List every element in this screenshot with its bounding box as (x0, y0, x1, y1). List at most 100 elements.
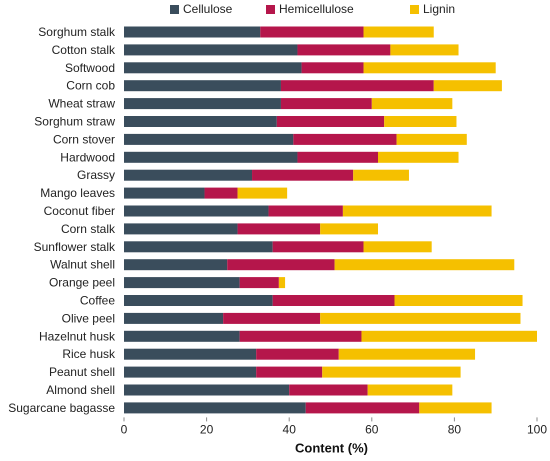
bar-segment-hemicellulose (289, 384, 368, 396)
bar-segment-cellulose (124, 44, 298, 56)
bar-segment-cellulose (124, 133, 294, 145)
bar-segment-hemicellulose (305, 402, 420, 414)
bar-segment-lignin (384, 116, 457, 127)
bar-segment-lignin (322, 366, 461, 378)
bar-segment-cellulose (124, 312, 224, 324)
category-label: Hazelnut husk (39, 329, 116, 343)
bar-segment-lignin (371, 98, 453, 110)
category-label: Mango leaves (40, 186, 115, 200)
x-tick-label: 60 (365, 422, 379, 436)
bar-segment-cellulose (124, 277, 240, 289)
bar-segment-lignin (320, 312, 521, 324)
category-label: Wheat straw (48, 97, 115, 111)
legend-label-lignin: Lignin (423, 2, 455, 16)
legend-swatch-hemicellulose (266, 5, 275, 14)
category-label: Sorghum straw (34, 115, 115, 129)
category-label: Hardwood (60, 150, 115, 164)
x-axis-title: Content (%) (295, 440, 368, 455)
x-tick-label: 80 (448, 422, 462, 436)
bar-segment-cellulose (124, 330, 240, 342)
bar-segment-cellulose (124, 366, 257, 378)
bars (124, 26, 537, 414)
bar-segment-cellulose (124, 241, 273, 253)
bar-segment-hemicellulose (237, 223, 321, 235)
bar-segment-hemicellulose (260, 26, 364, 38)
category-label: Coffee (80, 294, 115, 308)
bar-segment-hemicellulose (256, 348, 339, 360)
bar-segment-hemicellulose (280, 98, 372, 110)
category-label: Corn stalk (61, 222, 116, 236)
bar-segment-lignin (396, 133, 467, 145)
x-tick-label: 0 (121, 422, 128, 436)
bar-segment-lignin (334, 259, 515, 271)
category-label: Sunflower stalk (34, 240, 116, 254)
bar-segment-lignin (363, 26, 434, 38)
bar-segment-hemicellulose (301, 62, 364, 74)
bar-segment-lignin (237, 187, 288, 199)
category-label: Walnut shell (50, 258, 115, 272)
bar-segment-lignin (363, 62, 496, 74)
bar-segment-hemicellulose (272, 295, 395, 306)
category-label: Olive peel (62, 311, 115, 325)
bar-segment-hemicellulose (252, 169, 354, 181)
bar-segment-lignin (394, 295, 523, 306)
legend-swatch-cellulose (170, 5, 179, 14)
category-label: Rice husk (62, 347, 116, 361)
bar-segment-hemicellulose (280, 80, 434, 92)
x-tick-label: 20 (200, 422, 214, 436)
category-label: Peanut shell (49, 365, 115, 379)
category-labels: Sorghum stalk Cotton stalk Softwood Corn co… (8, 25, 116, 415)
bar-segment-hemicellulose (272, 241, 364, 253)
bar-segment-cellulose (124, 80, 281, 92)
bar-segment-lignin (363, 241, 432, 253)
category-label: Grassy (77, 168, 115, 182)
bar-segment-cellulose (124, 62, 302, 74)
category-label: Sugarcane bagasse (8, 401, 115, 415)
bar-segment-lignin (419, 402, 492, 414)
bar-segment-hemicellulose (293, 133, 397, 145)
x-tick-label: 100 (527, 422, 547, 436)
category-label: Corn cob (66, 79, 115, 93)
bar-segment-hemicellulose (297, 151, 378, 163)
bar-segment-lignin (377, 151, 459, 163)
x-axis: 0 20 40 60 80 100 (121, 417, 547, 436)
bar-segment-lignin (320, 223, 378, 235)
bar-segment-hemicellulose (268, 205, 343, 217)
bar-segment-cellulose (124, 295, 273, 306)
bar-segment-lignin (433, 80, 502, 92)
x-tick-label: 40 (283, 422, 297, 436)
category-label: Orange peel (49, 276, 115, 290)
legend-swatch-lignin (410, 5, 419, 14)
bar-segment-lignin (390, 44, 459, 56)
bar-segment-cellulose (124, 151, 298, 163)
bar-segment-cellulose (124, 259, 228, 271)
bar-segment-lignin (353, 169, 409, 181)
bar-segment-lignin (342, 205, 492, 217)
bar-segment-hemicellulose (297, 44, 391, 56)
bar-segment-cellulose (124, 187, 205, 199)
category-label: Cotton stalk (52, 43, 116, 57)
bar-segment-cellulose (124, 169, 253, 181)
bar-segment-hemicellulose (276, 116, 385, 127)
bar-segment-hemicellulose (204, 187, 238, 199)
bar-segment-hemicellulose (227, 259, 335, 271)
bar-segment-cellulose (124, 384, 290, 396)
bar-segment-lignin (361, 330, 537, 342)
bar-segment-lignin (338, 348, 476, 360)
bar-segment-lignin (367, 384, 453, 396)
category-label: Softwood (65, 61, 115, 75)
bar-segment-cellulose (124, 402, 306, 414)
legend: Cellulose Hemicellulose Lignin (170, 2, 455, 16)
bar-segment-cellulose (124, 223, 238, 235)
category-label: Sorghum stalk (38, 25, 116, 39)
bar-segment-hemicellulose (239, 277, 279, 289)
bar-segment-cellulose (124, 98, 281, 110)
bar-segment-hemicellulose (256, 366, 323, 378)
bar-segment-cellulose (124, 26, 261, 38)
bar-segment-lignin (278, 277, 286, 289)
bar-segment-cellulose (124, 348, 257, 360)
category-label: Coconut fiber (44, 204, 115, 218)
legend-label-cellulose: Cellulose (183, 2, 233, 16)
legend-label-hemicellulose: Hemicellulose (279, 2, 354, 16)
